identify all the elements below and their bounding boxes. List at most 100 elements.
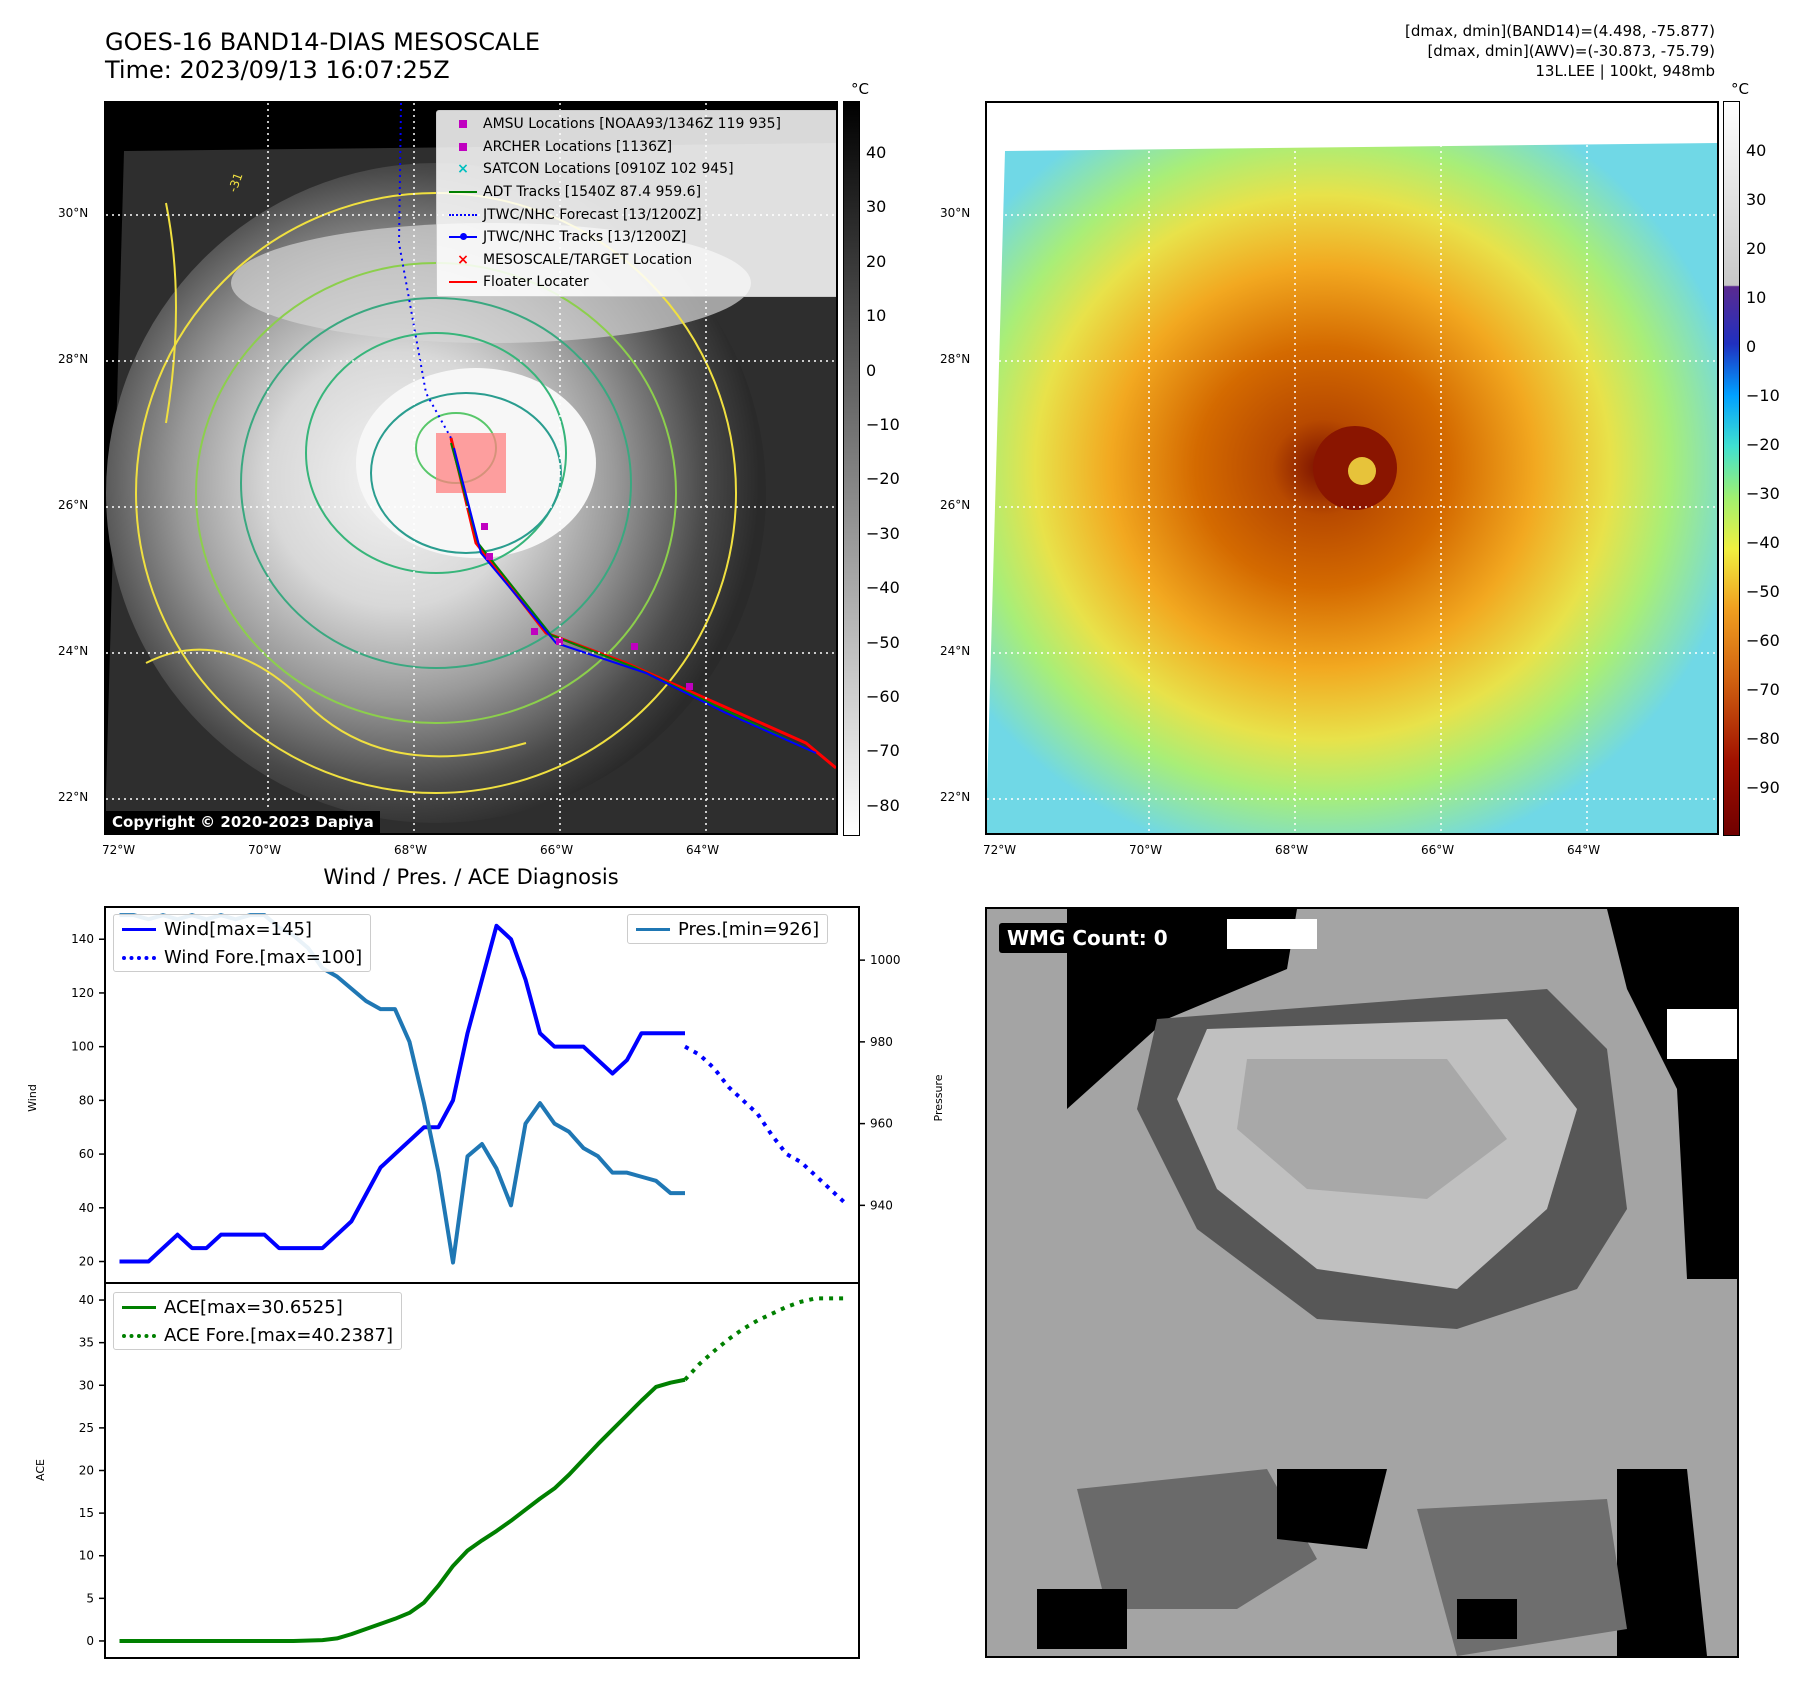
colorbar-tick-label: −40 — [1746, 533, 1780, 552]
wind-tick-label: 80 — [79, 1093, 94, 1107]
lat-label: 28°N — [940, 352, 971, 366]
wind-series-group — [119, 923, 846, 1264]
legend-row-jtwc-tracks: JTWC/NHC Tracks [13/1200Z] — [443, 226, 836, 249]
lon-label: 68°W — [394, 843, 428, 857]
colorbar-tick-label: −50 — [866, 632, 900, 652]
pressure-tick-label: 960 — [870, 1117, 893, 1131]
diagnosis-chart: 20 40 60 80 100 120 140 940 960 980 1000 0 5 10 15 20 25… — [26, 906, 945, 1659]
colorbar-tick-label: 0 — [1746, 337, 1757, 356]
floater-track — [449, 437, 836, 770]
enh-colorbar-unit: °C — [1731, 80, 1749, 98]
lat-label: 22°N — [58, 790, 89, 804]
target-box — [436, 433, 506, 493]
dotted-line-icon — [443, 204, 483, 226]
legend-row-amsu: AMSU Locations [NOAA93/1346Z 119 935] — [443, 113, 836, 136]
amsu-markers — [481, 523, 693, 690]
colorbar-tick-label: −60 — [866, 687, 900, 706]
line-icon — [443, 181, 483, 203]
x-marker-icon: × — [457, 251, 469, 268]
ir-colorbar-unit: °C — [851, 80, 869, 98]
legend-wind-forecast: Wind Fore.[max=100] — [114, 943, 370, 971]
ace-tick-label: 5 — [86, 1591, 94, 1605]
info-storm: 13L.LEE | 100kt, 948mb — [1535, 62, 1715, 80]
lon-label: 70°W — [248, 843, 282, 857]
colorbar-tick-label: 10 — [866, 306, 887, 326]
colorbar-tick-label: −90 — [1746, 778, 1780, 797]
wind-legend: Wind[max=145] Wind Fore.[max=100] — [113, 914, 372, 972]
pressure-legend: Pres.[min=926] — [627, 914, 829, 944]
colorbar-tick-label: −80 — [1746, 729, 1780, 748]
copyright-label: Copyright © 2020-2023 Dapiya — [106, 811, 380, 833]
ace-legend: ACE[max=30.6525] ACE Fore.[max=40.2387] — [113, 1292, 402, 1350]
lon-label: 72°W — [102, 843, 136, 857]
ace-series-group — [119, 1296, 845, 1643]
ace-axis-label: ACE — [34, 1459, 47, 1481]
line-dot-icon — [443, 226, 483, 248]
colorbar-tick-label: −50 — [1746, 582, 1780, 601]
colorbar-tick-label: −40 — [866, 578, 900, 598]
wind-tick-label: 120 — [71, 986, 94, 1000]
dotted-line-icon — [114, 944, 164, 970]
solid-line-icon — [114, 1294, 164, 1320]
colorbar-tick-label: −30 — [866, 523, 900, 543]
ir-colorbar — [843, 101, 860, 836]
lon-label: 72°W — [983, 843, 1017, 857]
square-marker-icon — [443, 136, 483, 158]
legend-row-adt: ADT Tracks [1540Z 87.4 959.6] — [443, 181, 836, 204]
ir-map-panel: -31 AMSU Locations [NOAA93/1346Z 119 935… — [104, 101, 838, 835]
lon-label: 66°W — [1421, 843, 1455, 857]
colorbar-tick-label: −30 — [1746, 484, 1780, 503]
diagnosis-axes: 20 40 60 80 100 120 140 940 960 980 1000 0 5 10 15 20 25… — [71, 932, 900, 1648]
lon-label: 64°W — [686, 843, 720, 857]
wind-tick-label: 20 — [79, 1255, 94, 1269]
legend-row-jtwc-forecast: JTWC/NHC Forecast [13/1200Z] — [443, 203, 836, 226]
line-icon — [443, 271, 483, 293]
colorbar-tick-label: −80 — [866, 795, 900, 815]
legend-pressure: Pres.[min=926] — [628, 915, 827, 943]
colorbar-tick-label: 10 — [1746, 288, 1767, 307]
colorbar-tick-label: 40 — [866, 143, 887, 162]
wind-line — [119, 923, 685, 1264]
diagnosis-title: Wind / Pres. / ACE Diagnosis — [323, 865, 619, 889]
colorbar-tick-label: 40 — [1746, 141, 1767, 160]
track-legend: AMSU Locations [NOAA93/1346Z 119 935] AR… — [436, 110, 836, 297]
wmg-count-label: WMG Count: 0 — [999, 923, 1176, 953]
lon-label: 70°W — [1129, 843, 1163, 857]
colorbar-tick-label: −20 — [866, 469, 900, 489]
figure-time: Time: 2023/09/13 16:07:25Z — [105, 56, 450, 84]
contour-label: -31 — [226, 171, 246, 194]
enhanced-ir-image — [987, 103, 1717, 833]
wind-axis-label: Wind — [26, 1084, 39, 1112]
colorbar-tick-label: 30 — [1746, 190, 1767, 209]
pressure-axis-label: Pressure — [932, 1074, 945, 1121]
square-marker-icon — [443, 113, 483, 135]
lon-label: 68°W — [1275, 843, 1309, 857]
legend-ace: ACE[max=30.6525] — [114, 1293, 401, 1321]
lat-label: 30°N — [58, 206, 89, 220]
figure-title: GOES-16 BAND14-DIAS MESOSCALE — [105, 28, 541, 56]
wind-forecast-line — [684, 1044, 846, 1204]
pressure-tick-label: 1000 — [870, 953, 901, 967]
colorbar-tick-label: 20 — [1746, 239, 1767, 258]
legend-row-satcon: × SATCON Locations [0910Z 102 945] — [443, 158, 836, 181]
lat-label: 30°N — [940, 206, 971, 220]
colorbar-tick-label: 0 — [866, 360, 877, 380]
legend-row-target: × MESOSCALE/TARGET Location — [443, 249, 836, 272]
colorbar-tick-label: −20 — [1746, 435, 1780, 454]
dotted-line-icon — [114, 1322, 164, 1348]
lat-label: 28°N — [58, 352, 89, 366]
colorbar-tick-label: 30 — [866, 197, 887, 217]
lat-label: 24°N — [58, 644, 89, 658]
ace-tick-label: 10 — [79, 1549, 94, 1563]
ace-tick-label: 15 — [79, 1506, 94, 1520]
lon-label: 64°W — [1567, 843, 1601, 857]
ace-forecast-line — [683, 1296, 845, 1382]
legend-row-archer: ARCHER Locations [1136Z] — [443, 136, 836, 159]
pressure-tick-label: 940 — [870, 1198, 893, 1212]
info-awv: [dmax, dmin](AWV)=(-30.873, -75.79) — [1427, 42, 1715, 60]
colorbar-tick-label: −60 — [1746, 631, 1780, 650]
ace-line — [119, 1377, 686, 1643]
info-band14: [dmax, dmin](BAND14)=(4.498, -75.877) — [1404, 22, 1715, 40]
legend-ace-forecast: ACE Fore.[max=40.2387] — [114, 1321, 401, 1349]
wind-tick-label: 140 — [71, 932, 94, 946]
